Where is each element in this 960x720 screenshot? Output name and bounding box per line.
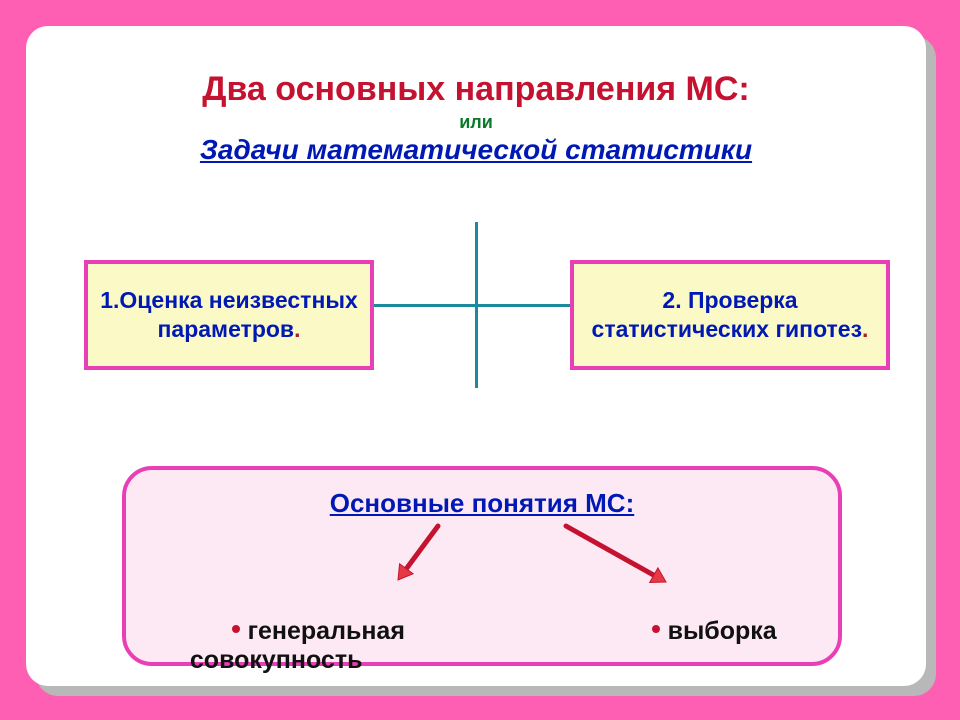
bullet-dot-icon — [652, 625, 660, 633]
subtitle: Задачи математической статистики — [26, 134, 926, 166]
direction-box-1-dot: . — [294, 316, 300, 342]
bullet-dot-icon — [232, 625, 240, 633]
main-title: Два основных направления МС: — [26, 70, 926, 109]
slide-outer: Два основных направления МС: или Задачи … — [0, 0, 960, 720]
direction-box-1-text: 1.Оценка неизвестных параметров — [100, 287, 358, 342]
direction-box-1: 1.Оценка неизвестных параметров. — [84, 260, 374, 370]
concept-item-left-text: генеральная совокупность — [176, 617, 405, 674]
t-horizontal-line — [348, 304, 604, 307]
concept-item-right-text: выборка — [668, 617, 777, 645]
concept-item-left: генеральная совокупность — [176, 588, 405, 704]
slide-card: Два основных направления МС: или Задачи … — [26, 26, 926, 686]
or-label: или — [26, 112, 926, 133]
concepts-box: Основные понятия МС: генеральная совокуп… — [122, 466, 842, 666]
concept-item-right: выборка — [596, 588, 777, 675]
direction-box-2: 2. Проверка статистических гипотез. — [570, 260, 890, 370]
direction-box-2-dot: . — [862, 316, 868, 342]
direction-box-2-text: 2. Проверка статистических гипотез — [592, 287, 863, 342]
